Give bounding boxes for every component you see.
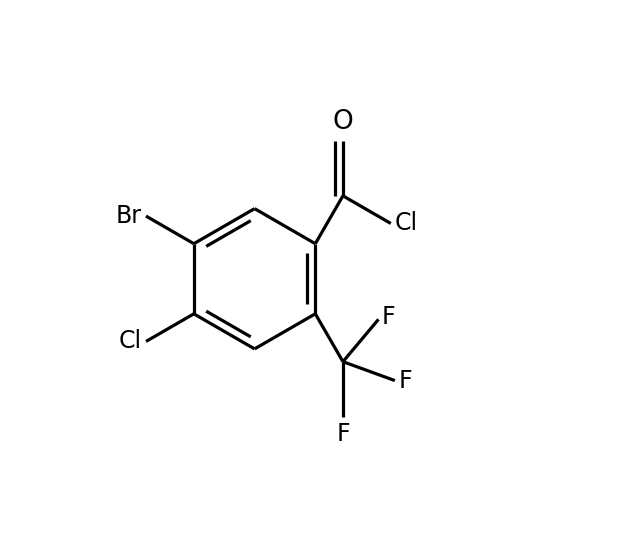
- Text: Cl: Cl: [118, 330, 142, 353]
- Text: F: F: [382, 305, 395, 329]
- Text: O: O: [333, 109, 354, 135]
- Text: Cl: Cl: [394, 211, 417, 236]
- Text: F: F: [336, 422, 350, 446]
- Text: F: F: [398, 369, 412, 392]
- Text: Br: Br: [116, 204, 142, 228]
